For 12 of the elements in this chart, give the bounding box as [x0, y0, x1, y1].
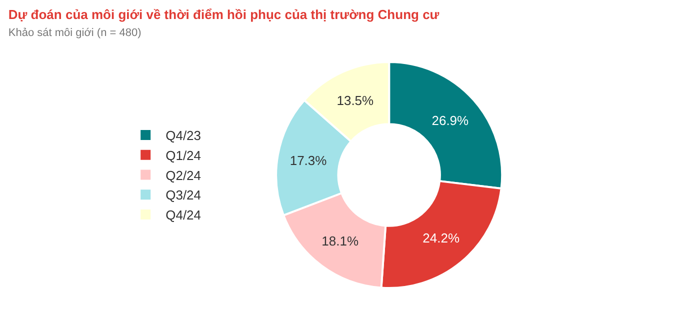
chart-subtitle: Khảo sát môi giới (n = 480)	[8, 26, 142, 39]
legend-label: Q3/24	[166, 188, 202, 203]
data-label: 17.3%	[290, 152, 328, 168]
data-label: 24.2%	[422, 230, 460, 246]
data-label: 26.9%	[432, 113, 470, 128]
data-label: 13.5%	[336, 92, 374, 108]
legend-label: Q4/24	[166, 208, 202, 223]
data-label: 18.1%	[322, 233, 359, 248]
legend-label: Q1/24	[166, 148, 202, 163]
legend-label: Q2/24	[166, 168, 202, 183]
chart-title: Dự đoán của môi giới về thời điểm hồi phục của thị trường Chung cư	[8, 6, 440, 22]
legend-label: Q4/23	[166, 128, 202, 144]
